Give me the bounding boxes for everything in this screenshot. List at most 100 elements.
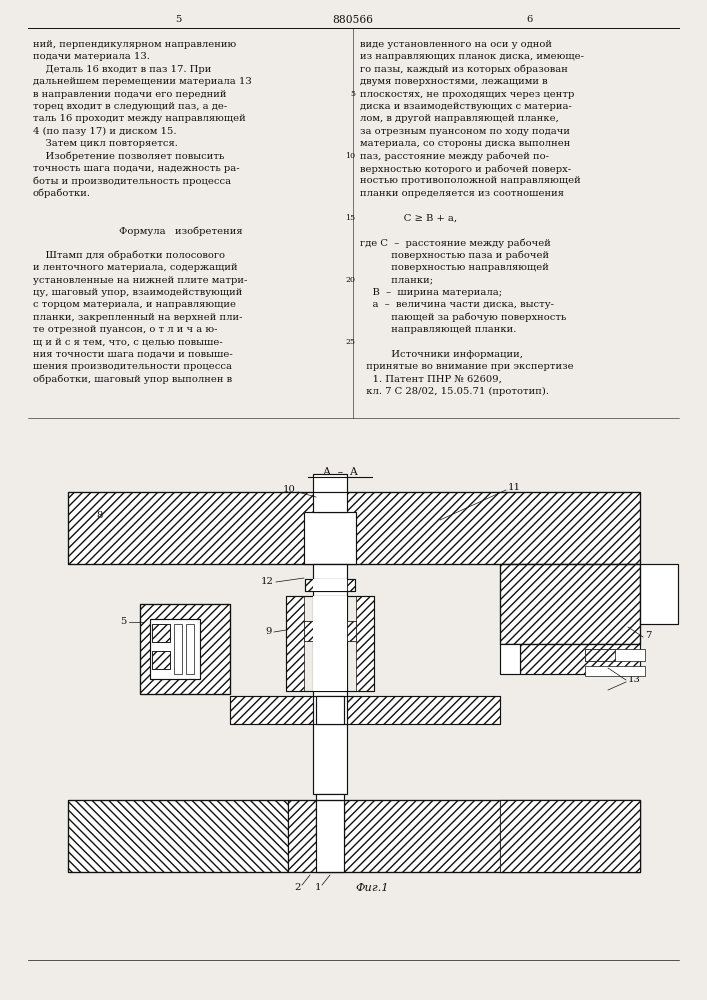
Text: дальнейшем перемещении материала 13: дальнейшем перемещении материала 13 xyxy=(33,77,252,86)
Bar xyxy=(640,564,678,624)
Bar xyxy=(520,644,640,674)
Bar xyxy=(500,644,520,674)
Bar xyxy=(347,579,355,591)
Bar xyxy=(316,794,344,844)
Text: С ≥ B + а,: С ≥ B + а, xyxy=(360,214,457,223)
Bar xyxy=(152,624,170,642)
Text: ностью противоположной направляющей: ностью противоположной направляющей xyxy=(360,176,580,185)
Text: ний, перпендикулярном направлению: ний, перпендикулярном направлению xyxy=(33,40,236,49)
Text: паз, расстояние между рабочей по-: паз, расстояние между рабочей по- xyxy=(360,152,549,161)
Bar xyxy=(316,800,344,872)
Bar xyxy=(140,604,230,694)
Bar xyxy=(313,474,347,512)
Bar xyxy=(174,624,182,674)
Text: плоскостях, не проходящих через центр: плоскостях, не проходящих через центр xyxy=(360,90,574,99)
Bar xyxy=(68,800,288,872)
Bar xyxy=(152,651,170,669)
Bar xyxy=(152,624,170,642)
Text: 10: 10 xyxy=(283,486,296,494)
Text: 13: 13 xyxy=(628,676,641,684)
Text: 7: 7 xyxy=(645,631,651,640)
Text: двумя поверхностями, лежащими в: двумя поверхностями, лежащими в xyxy=(360,77,548,86)
Text: пающей за рабочую поверхность: пающей за рабочую поверхность xyxy=(360,313,566,322)
Bar xyxy=(520,644,640,674)
Bar xyxy=(585,649,645,661)
Text: 12: 12 xyxy=(261,578,274,586)
Text: принятые во внимание при экспертизе: принятые во внимание при экспертизе xyxy=(360,362,573,371)
Text: лом, в другой направляющей планке,: лом, в другой направляющей планке, xyxy=(360,114,559,123)
Text: 2: 2 xyxy=(295,884,301,892)
Text: 5: 5 xyxy=(121,617,127,626)
Text: с торцом материала, и направляющие: с торцом материала, и направляющие xyxy=(33,300,236,309)
Bar xyxy=(305,579,355,591)
Text: Источники информации,: Источники информации, xyxy=(360,350,523,359)
Bar xyxy=(356,596,374,691)
Text: 5: 5 xyxy=(350,90,355,98)
Text: 1. Патент ПНР № 62609,: 1. Патент ПНР № 62609, xyxy=(360,375,502,384)
Text: точность шага подачи, надежность ра-: точность шага подачи, надежность ра- xyxy=(33,164,240,173)
Bar xyxy=(230,696,500,724)
Bar xyxy=(304,512,356,564)
Text: 11: 11 xyxy=(508,483,521,491)
Text: 9: 9 xyxy=(266,628,272,637)
Bar xyxy=(313,596,347,691)
Bar xyxy=(313,579,347,591)
Bar xyxy=(585,666,645,676)
Text: обработки.: обработки. xyxy=(33,189,91,198)
Text: ния точности шага подачи и повыше-: ния точности шага подачи и повыше- xyxy=(33,350,233,359)
Text: таль 16 проходит между направляющей: таль 16 проходит между направляющей xyxy=(33,114,246,123)
Text: А  –  А: А – А xyxy=(322,467,358,477)
Bar xyxy=(68,492,640,564)
Text: планки;: планки; xyxy=(360,276,433,285)
Text: шения производительности процесса: шения производительности процесса xyxy=(33,362,232,371)
Text: верхностью которого и рабочей поверх-: верхностью которого и рабочей поверх- xyxy=(360,164,571,174)
Text: Деталь 16 входит в паз 17. При: Деталь 16 входит в паз 17. При xyxy=(33,65,211,74)
Bar xyxy=(500,800,640,872)
Text: материала, со стороны диска выполнен: материала, со стороны диска выполнен xyxy=(360,139,571,148)
Bar xyxy=(305,579,313,591)
Bar xyxy=(68,492,640,564)
Text: кл. 7 С 28/02, 15.05.71 (прототип).: кл. 7 С 28/02, 15.05.71 (прототип). xyxy=(360,387,549,396)
Bar xyxy=(140,604,230,694)
Text: поверхностью направляющей: поверхностью направляющей xyxy=(360,263,549,272)
Bar xyxy=(316,696,344,724)
Text: Штамп для обработки полосового: Штамп для обработки полосового xyxy=(33,251,225,260)
Text: 10: 10 xyxy=(345,152,355,160)
Text: в направлении подачи его передний: в направлении подачи его передний xyxy=(33,90,226,99)
Text: обработки, шаговый упор выполнен в: обработки, шаговый упор выполнен в xyxy=(33,375,232,384)
Text: 4 (по пазу 17) и диском 15.: 4 (по пазу 17) и диском 15. xyxy=(33,127,177,136)
Bar xyxy=(316,696,344,724)
Text: В  –  ширина материала;: В – ширина материала; xyxy=(360,288,502,297)
Bar xyxy=(585,649,615,661)
Bar xyxy=(313,564,347,794)
Text: поверхностью паза и рабочей: поверхностью паза и рабочей xyxy=(360,251,549,260)
Text: щ и й с я тем, что, с целью повыше-: щ и й с я тем, что, с целью повыше- xyxy=(33,338,223,347)
Text: Изобретение позволяет повысить: Изобретение позволяет повысить xyxy=(33,152,224,161)
Bar xyxy=(186,624,194,674)
Bar xyxy=(316,800,344,872)
Text: торец входит в следующий паз, а де-: торец входит в следующий паз, а де- xyxy=(33,102,227,111)
Bar xyxy=(288,800,640,872)
Bar xyxy=(500,800,640,872)
Text: установленные на нижней плите матри-: установленные на нижней плите матри- xyxy=(33,276,247,285)
Text: боты и производительность процесса: боты и производительность процесса xyxy=(33,176,231,186)
Text: 6: 6 xyxy=(527,15,533,24)
Bar xyxy=(500,564,640,644)
Text: 15: 15 xyxy=(345,214,355,222)
Text: планки, закрепленный на верхней пли-: планки, закрепленный на верхней пли- xyxy=(33,313,243,322)
Text: цу, шаговый упор, взаимодействующий: цу, шаговый упор, взаимодействующий xyxy=(33,288,243,297)
Text: планки определяется из соотношения: планки определяется из соотношения xyxy=(360,189,564,198)
Text: 1: 1 xyxy=(315,884,321,892)
Text: направляющей планки.: направляющей планки. xyxy=(360,325,516,334)
Text: Затем цикл повторяется.: Затем цикл повторяется. xyxy=(33,139,178,148)
Bar xyxy=(304,621,313,641)
Text: те отрезной пуансон, о т л и ч а ю-: те отрезной пуансон, о т л и ч а ю- xyxy=(33,325,218,334)
Text: а  –  величина части диска, высту-: а – величина части диска, высту- xyxy=(360,300,554,309)
Bar xyxy=(304,512,356,564)
Text: подачи материала 13.: подачи материала 13. xyxy=(33,52,150,61)
Text: Фиг.1: Фиг.1 xyxy=(355,883,389,893)
Bar xyxy=(150,619,200,679)
Text: виде установленного на оси у одной: виде установленного на оси у одной xyxy=(360,40,552,49)
Text: за отрезным пуансоном по ходу подачи: за отрезным пуансоном по ходу подачи xyxy=(360,127,570,136)
Text: и ленточного материала, содержащий: и ленточного материала, содержащий xyxy=(33,263,238,272)
